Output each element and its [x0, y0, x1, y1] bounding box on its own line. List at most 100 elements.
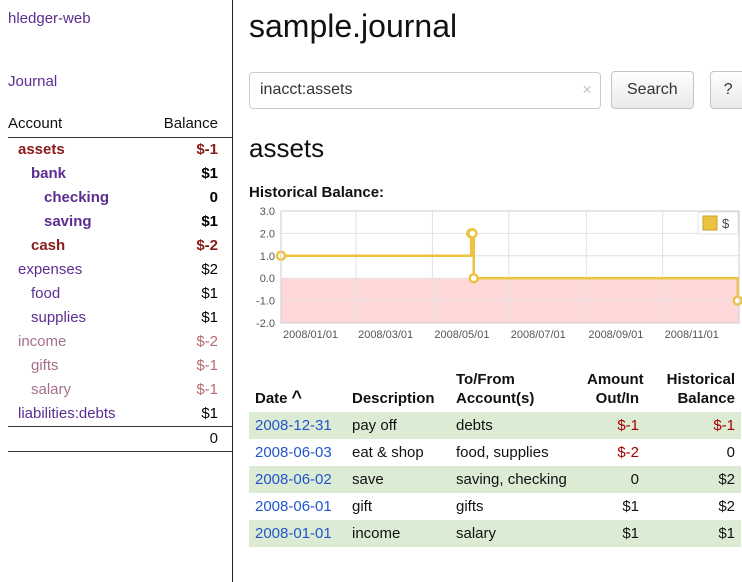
transaction-amount: $-2 — [617, 444, 639, 461]
transaction-amount: $1 — [622, 498, 639, 515]
account-row: expenses $2 — [8, 258, 232, 282]
svg-text:0.0: 0.0 — [260, 273, 275, 285]
historical-balance-chart: 3.0 2.0 1.0 0.0 -1.0 -2.0 2008/01/01 2008/03/01… — [249, 205, 742, 352]
col-header-amount-out-in: Amount Out/In — [581, 368, 645, 412]
sidebar-account-supplies[interactable]: supplies — [31, 309, 87, 326]
col-header-label: Description — [352, 390, 435, 407]
sidebar-account-food[interactable]: food — [31, 285, 61, 302]
account-row: gifts $-1 — [8, 354, 232, 378]
transaction-date-link[interactable]: 2008-12-31 — [255, 417, 332, 434]
sidebar-account-salary[interactable]: salary — [31, 381, 72, 398]
main-content: sample.journal × Search ? assets Histori… — [233, 0, 742, 582]
search-form: × Search ? — [249, 71, 742, 109]
account-balance: $-1 — [196, 141, 218, 158]
sidebar-account-liabilities-debts[interactable]: liabilities:debts — [18, 405, 116, 422]
svg-text:-1.0: -1.0 — [256, 296, 275, 308]
transaction-row: 2008-12-31 pay off debts $-1 $-1 — [249, 412, 741, 439]
transaction-amount: $1 — [622, 525, 639, 542]
col-header-label: To/From — [456, 371, 515, 388]
transaction-date-cell: 2008-12-31 — [249, 412, 346, 439]
transaction-date-cell: 2008-06-01 — [249, 493, 346, 520]
col-header-label: Out/In — [595, 390, 639, 407]
sidebar-account-income[interactable]: income — [18, 333, 67, 350]
transaction-row: 2008-06-01 gift gifts $1 $2 — [249, 493, 741, 520]
sort-ascending-icon: ^ — [291, 387, 303, 407]
account-row: checking 0 — [8, 186, 232, 210]
col-header-to-from-account-s-: To/From Account(s) — [450, 368, 581, 412]
sidebar-account-bank[interactable]: bank — [31, 165, 67, 182]
search-box: × — [249, 71, 601, 109]
account-balance: $2 — [201, 261, 218, 278]
svg-text:$: $ — [722, 216, 730, 231]
transaction-amount: $-1 — [617, 417, 639, 434]
sidebar-account-checking[interactable]: checking — [44, 189, 110, 206]
transaction-balance: $-1 — [713, 417, 735, 434]
register-table: Date ^ Description To/From Account(s) Amount O… — [249, 368, 741, 547]
svg-text:-2.0: -2.0 — [256, 318, 275, 330]
transaction-balance: $2 — [718, 471, 735, 488]
sidebar-item-journal[interactable]: Journal — [8, 73, 58, 90]
transaction-accounts: salary — [456, 525, 497, 542]
col-header-label: Amount — [587, 371, 644, 388]
svg-text:2008/03/01: 2008/03/01 — [358, 329, 413, 341]
transaction-date-cell: 2008-06-03 — [249, 439, 346, 466]
sidebar-account-gifts[interactable]: gifts — [31, 357, 59, 374]
sidebar-account-saving[interactable]: saving — [44, 213, 92, 230]
svg-text:2008/07/01: 2008/07/01 — [511, 329, 566, 341]
svg-text:2008/11/01: 2008/11/01 — [665, 329, 719, 341]
transaction-date-link[interactable]: 2008-06-03 — [255, 444, 332, 461]
accounts-panel: Account Balance assets $-1 bank $1 checking 0… — [8, 112, 232, 452]
account-row: salary $-1 — [8, 378, 232, 402]
account-row: assets $-1 — [8, 138, 232, 162]
account-row: saving $1 — [8, 210, 232, 234]
search-input[interactable] — [249, 71, 601, 109]
sidebar-account-cash[interactable]: cash — [31, 237, 66, 254]
transaction-balance: $1 — [718, 525, 735, 542]
transaction-accounts: debts — [456, 417, 493, 434]
transaction-date-link[interactable]: 2008-06-01 — [255, 498, 332, 515]
chart-title: Historical Balance: — [249, 184, 385, 201]
account-balance: 0 — [209, 189, 218, 206]
transaction-accounts: food, supplies — [456, 444, 549, 461]
account-balance: $1 — [201, 213, 218, 230]
account-balance: $1 — [201, 285, 218, 302]
account-balance: $1 — [201, 405, 218, 422]
sidebar-account-assets[interactable]: assets — [18, 141, 65, 158]
col-header-label: Date — [255, 390, 288, 407]
col-header-date[interactable]: Date ^ — [249, 368, 346, 412]
account-row: liabilities:debts $1 — [8, 402, 232, 426]
accounts-total-value: 0 — [209, 430, 218, 447]
search-button[interactable]: Search — [611, 71, 694, 109]
col-header-description: Description — [346, 368, 450, 412]
transaction-row: 2008-06-02 save saving, checking 0 $2 — [249, 466, 741, 493]
transaction-accounts: saving, checking — [456, 471, 567, 488]
accounts-col-balance: Balance — [163, 115, 218, 132]
app-title-link[interactable]: hledger-web — [8, 10, 91, 27]
account-balance: $-2 — [196, 237, 218, 254]
sidebar: hledger-web Journal Account Balance asse… — [0, 0, 233, 582]
accounts-total-row: 0 — [8, 426, 232, 452]
account-balance: $1 — [201, 165, 218, 182]
transaction-date-link[interactable]: 2008-06-02 — [255, 471, 332, 488]
col-header-label: Balance — [677, 390, 735, 407]
account-balance: $1 — [201, 309, 218, 326]
accounts-header-row: Account Balance — [8, 112, 232, 138]
help-button[interactable]: ? — [709, 71, 742, 109]
transaction-description: gift — [352, 498, 373, 515]
accounts-list: assets $-1 bank $1 checking 0 saving $1 cash $-2 e… — [8, 138, 232, 426]
svg-text:2.0: 2.0 — [260, 228, 275, 240]
transaction-date-link[interactable]: 2008-01-01 — [255, 525, 332, 542]
account-row: income $-2 — [8, 330, 232, 354]
transaction-accounts: gifts — [456, 498, 484, 515]
account-row: cash $-2 — [8, 234, 232, 258]
chart-svg: 3.0 2.0 1.0 0.0 -1.0 -2.0 2008/01/01 2008/03/01… — [256, 206, 742, 341]
transaction-description: eat & shop — [352, 444, 424, 461]
transaction-row: 2008-06-03 eat & shop food, supplies $-2 0 — [249, 439, 741, 466]
transaction-balance: $2 — [718, 498, 735, 515]
transaction-balance: 0 — [726, 444, 735, 461]
col-header-label: Historical — [666, 371, 735, 388]
transaction-description: save — [352, 471, 384, 488]
clear-search-icon[interactable]: × — [582, 79, 592, 99]
sidebar-account-expenses[interactable]: expenses — [18, 261, 83, 278]
